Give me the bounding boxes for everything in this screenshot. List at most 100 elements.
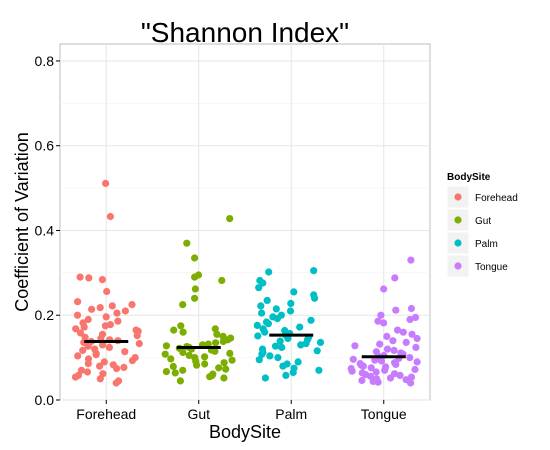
point-palm	[259, 279, 267, 287]
legend-title: BodySite	[447, 172, 491, 183]
legend-label-gut: Gut	[475, 216, 491, 227]
point-forehead	[85, 274, 93, 282]
point-tongue	[349, 355, 357, 363]
point-tongue	[390, 346, 398, 354]
x-tick-label-forehead: Forehead	[76, 406, 136, 422]
point-tongue	[386, 374, 395, 382]
point-palm	[316, 338, 325, 346]
data-points	[71, 179, 421, 387]
point-palm	[257, 302, 265, 310]
point-forehead	[96, 304, 104, 312]
point-palm	[313, 347, 321, 355]
x-tick-label-palm: Palm	[275, 406, 307, 422]
point-tongue	[411, 313, 420, 321]
point-forehead	[84, 360, 92, 368]
point-gut	[162, 342, 170, 350]
point-forehead	[74, 352, 82, 360]
legend-swatch-tongue	[454, 262, 462, 270]
point-gut	[183, 239, 191, 247]
point-forehead	[96, 375, 104, 383]
point-forehead	[121, 348, 129, 356]
point-gut	[211, 325, 219, 333]
point-palm	[264, 320, 272, 328]
point-forehead	[135, 340, 143, 348]
point-palm	[273, 315, 281, 323]
point-tongue	[367, 364, 375, 372]
x-tick-label-tongue: Tongue	[361, 406, 407, 422]
point-gut	[193, 361, 201, 369]
y-tick-label: 0.2	[35, 307, 55, 323]
x-tick-label-gut: Gut	[187, 406, 210, 422]
point-gut	[161, 350, 169, 358]
point-palm	[315, 366, 323, 374]
point-tongue	[392, 360, 400, 368]
point-tongue	[381, 366, 389, 374]
point-forehead	[73, 311, 82, 319]
point-gut	[179, 366, 187, 374]
point-palm	[255, 284, 263, 292]
point-tongue	[374, 378, 382, 386]
legend: BodySite Forehead Gut Palm Tongue	[446, 172, 518, 278]
point-tongue	[413, 358, 421, 366]
point-gut	[226, 215, 234, 223]
point-palm	[311, 294, 319, 302]
point-tongue	[372, 368, 380, 376]
point-forehead	[99, 341, 107, 349]
point-gut	[191, 273, 199, 281]
y-tick-label: 0.0	[35, 392, 55, 408]
point-tongue	[392, 306, 400, 314]
y-tick-label: 0.8	[35, 53, 55, 69]
point-forehead	[79, 346, 87, 354]
point-gut	[204, 340, 212, 348]
point-gut	[222, 365, 230, 373]
point-tongue	[399, 328, 407, 336]
point-tongue	[396, 371, 404, 379]
point-palm	[287, 299, 295, 307]
point-forehead	[103, 287, 111, 296]
chart-title: "Shannon Index"	[141, 17, 349, 48]
point-gut	[220, 359, 228, 367]
point-forehead	[83, 368, 92, 376]
point-gut	[179, 328, 187, 336]
y-tick-label: 0.4	[35, 222, 55, 238]
point-palm	[296, 323, 304, 331]
legend-label-forehead: Forehead	[475, 193, 518, 204]
point-gut	[179, 348, 187, 357]
point-palm	[290, 288, 298, 296]
point-forehead	[121, 307, 129, 315]
point-forehead	[96, 362, 104, 370]
point-tongue	[407, 379, 415, 387]
x-axis-title: BodySite	[209, 422, 281, 442]
point-gut	[215, 364, 223, 372]
point-forehead	[102, 313, 110, 321]
point-palm	[274, 354, 282, 362]
point-tongue	[383, 345, 392, 353]
point-tongue	[407, 256, 415, 264]
y-tick-label: 0.6	[35, 138, 55, 154]
legend-swatch-gut	[454, 216, 462, 224]
point-tongue	[372, 348, 380, 356]
point-forehead	[72, 325, 80, 333]
legend-swatch-forehead	[454, 193, 462, 201]
point-palm	[272, 305, 280, 313]
point-forehead	[106, 212, 114, 221]
point-tongue	[380, 285, 388, 293]
point-forehead	[92, 351, 100, 359]
point-tongue	[391, 274, 399, 282]
point-tongue	[348, 367, 356, 375]
point-tongue	[358, 376, 366, 385]
point-palm	[310, 267, 318, 275]
point-tongue	[402, 338, 410, 346]
point-palm	[278, 343, 286, 351]
point-palm	[255, 356, 263, 364]
point-palm	[253, 321, 261, 329]
point-tongue	[377, 357, 386, 365]
point-forehead	[133, 332, 141, 340]
point-gut	[226, 349, 234, 357]
point-palm	[282, 371, 290, 379]
point-tongue	[393, 326, 402, 334]
point-palm	[279, 362, 287, 370]
point-forehead	[120, 363, 128, 371]
point-forehead	[105, 343, 113, 351]
